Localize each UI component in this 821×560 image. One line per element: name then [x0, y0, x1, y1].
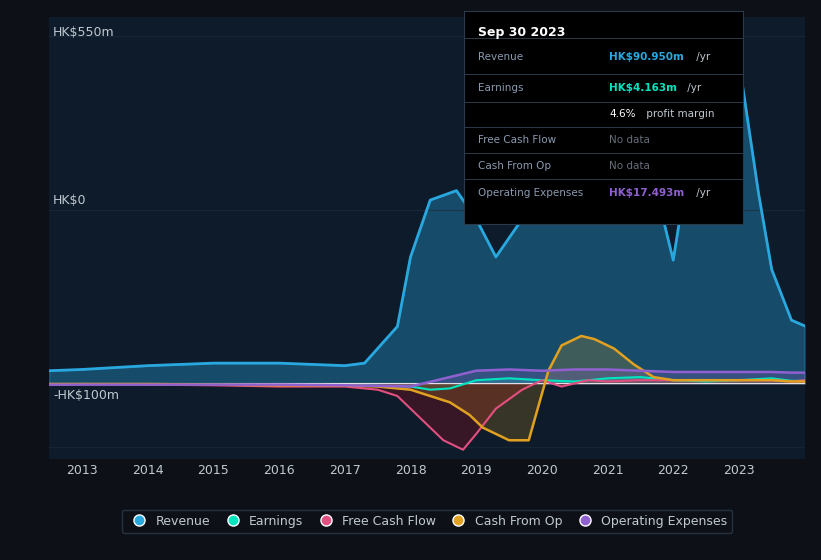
Text: Cash From Op: Cash From Op: [478, 161, 551, 171]
Text: /yr: /yr: [693, 52, 710, 62]
Text: 4.6%: 4.6%: [609, 109, 635, 119]
Text: -HK$100m: -HK$100m: [53, 389, 119, 402]
Text: Earnings: Earnings: [478, 83, 523, 93]
Text: HK$90.950m: HK$90.950m: [609, 52, 684, 62]
Legend: Revenue, Earnings, Free Cash Flow, Cash From Op, Operating Expenses: Revenue, Earnings, Free Cash Flow, Cash …: [122, 510, 732, 533]
Text: Free Cash Flow: Free Cash Flow: [478, 135, 556, 145]
Text: /yr: /yr: [693, 188, 710, 198]
Text: HK$4.163m: HK$4.163m: [609, 83, 677, 93]
Text: Sep 30 2023: Sep 30 2023: [478, 26, 565, 39]
Text: No data: No data: [609, 161, 650, 171]
Text: Operating Expenses: Operating Expenses: [478, 188, 583, 198]
Text: /yr: /yr: [685, 83, 702, 93]
Text: HK$0: HK$0: [53, 194, 86, 207]
Text: No data: No data: [609, 135, 650, 145]
Text: profit margin: profit margin: [643, 109, 714, 119]
Text: Revenue: Revenue: [478, 52, 523, 62]
Text: HK$17.493m: HK$17.493m: [609, 188, 684, 198]
Text: HK$550m: HK$550m: [53, 26, 115, 39]
